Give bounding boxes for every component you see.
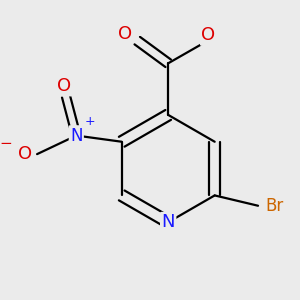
Text: −: − (0, 136, 13, 151)
Text: O: O (57, 77, 71, 95)
Text: O: O (118, 26, 132, 44)
Text: O: O (18, 145, 32, 163)
Text: N: N (161, 213, 175, 231)
Text: N: N (70, 127, 82, 145)
Text: Br: Br (266, 197, 284, 215)
Text: O: O (201, 26, 215, 44)
Text: +: + (84, 115, 95, 128)
